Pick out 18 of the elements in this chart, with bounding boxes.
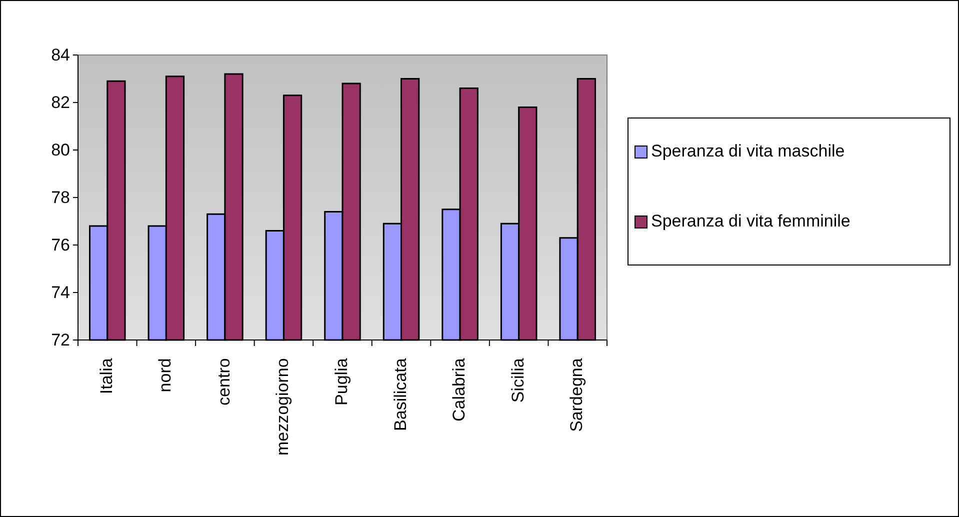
legend-label: Speranza di vita femminile [651,211,850,230]
x-tick-label: Basilicata [390,358,410,431]
y-tick-label: 82 [51,92,70,112]
x-tick-label: centro [214,358,234,406]
y-tick-label: 80 [51,140,70,160]
y-tick-label: 84 [51,45,70,64]
x-tick-label: nord [156,358,175,392]
x-tick-label: Sardegna [567,358,586,432]
y-tick-label: 78 [51,188,70,207]
y-tick-label: 76 [51,235,70,254]
x-tick-label: mezzogiorno [273,358,292,456]
x-tick-label: Calabria [450,358,469,422]
legend-label: Speranza di vita maschile [651,141,845,160]
x-tick-label: Sicilia [508,358,528,403]
y-tick-label: 72 [51,330,70,350]
y-tick-label: 74 [51,282,70,302]
x-tick-label: Italia [96,358,116,394]
x-tick-label: Puglia [332,358,351,406]
